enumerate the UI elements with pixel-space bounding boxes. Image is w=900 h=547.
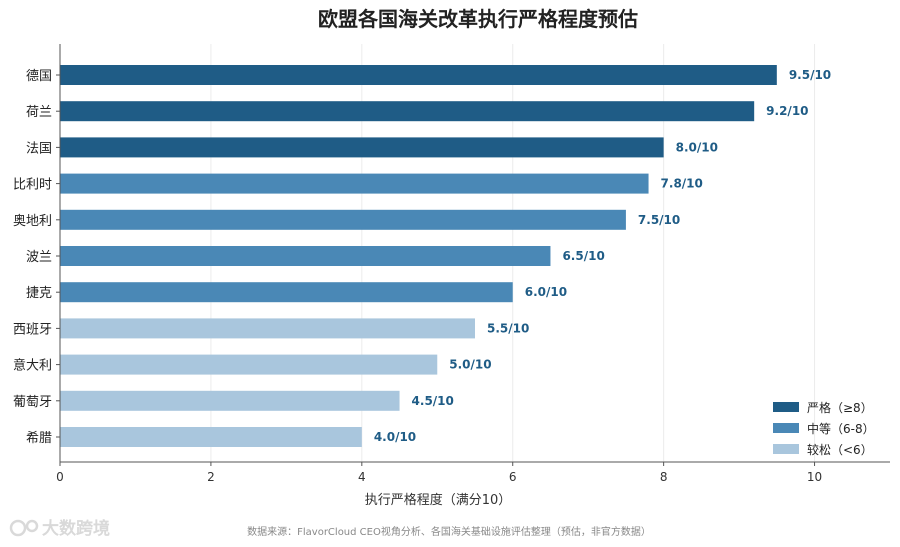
legend-label: 中等（6-8）: [807, 421, 875, 436]
x-tick-label: 0: [56, 470, 64, 484]
data-label: 4.0/10: [374, 430, 416, 444]
y-tick-label: 捷克: [26, 286, 52, 301]
bar: [60, 65, 777, 85]
data-label: 6.0/10: [525, 285, 567, 299]
data-label: 7.5/10: [638, 213, 680, 227]
data-label: 9.2/10: [766, 104, 808, 118]
bar: [60, 101, 755, 122]
data-label: 5.0/10: [449, 358, 491, 372]
bar: [60, 173, 649, 194]
watermark-icon: [9, 519, 27, 537]
legend-label: 严格（≥8）: [807, 400, 873, 415]
data-label: 7.8/10: [661, 177, 703, 191]
bars: 9.5/10 9.2/10 8.0/10 7.8/10 7.5/10 6.5/10 6.0/…: [60, 65, 831, 447]
data-label: 6.5/10: [562, 249, 604, 263]
y-tick-label: 希腊: [26, 431, 52, 446]
watermark-logo: 大数跨境: [9, 518, 110, 539]
bar: [60, 390, 400, 411]
data-label: 9.5/10: [789, 68, 831, 82]
x-axis-label: 执行严格程度（满分10）: [365, 492, 512, 508]
y-tick-label: 波兰: [26, 250, 52, 265]
legend: 严格（≥8） 中等（6-8） 较松（<6）: [773, 400, 875, 457]
y-tick-label: 荷兰: [26, 105, 52, 120]
data-label: 5.5/10: [487, 321, 529, 335]
y-tick-label: 德国: [26, 69, 52, 84]
bar: [60, 354, 438, 375]
x-tick-label: 8: [660, 470, 668, 484]
data-label: 8.0/10: [676, 140, 718, 154]
y-tick-label: 意大利: [13, 358, 52, 374]
x-tick-label: 2: [207, 470, 215, 484]
y-tick-label: 奥地利: [13, 214, 52, 229]
bar: [60, 209, 626, 230]
source-note: 数据来源：FlavorCloud CEO视角分析、各国海关基础设施评估整理（预估…: [247, 525, 651, 538]
x-tick-label: 6: [509, 470, 517, 484]
chart-title: 欧盟各国海关改革执行严格程度预估: [318, 7, 638, 31]
bar: [60, 318, 475, 339]
x-tick-label: 4: [358, 470, 366, 484]
data-label: 4.5/10: [412, 394, 454, 408]
y-tick-label: 葡萄牙: [13, 395, 52, 410]
legend-swatch: [773, 423, 799, 433]
legend-swatch: [773, 444, 799, 454]
y-tick-label: 法国: [26, 141, 52, 156]
y-tick-label: 西班牙: [13, 322, 52, 337]
bar: [60, 137, 664, 158]
bar: [60, 282, 513, 303]
x-tick-label: 10: [807, 470, 822, 484]
legend-swatch: [773, 402, 799, 412]
bar: [60, 246, 551, 266]
bar: [60, 427, 362, 447]
legend-label: 较松（<6）: [807, 442, 873, 457]
y-tick-label: 比利时: [13, 178, 52, 193]
watermark-text: 大数跨境: [42, 518, 110, 539]
